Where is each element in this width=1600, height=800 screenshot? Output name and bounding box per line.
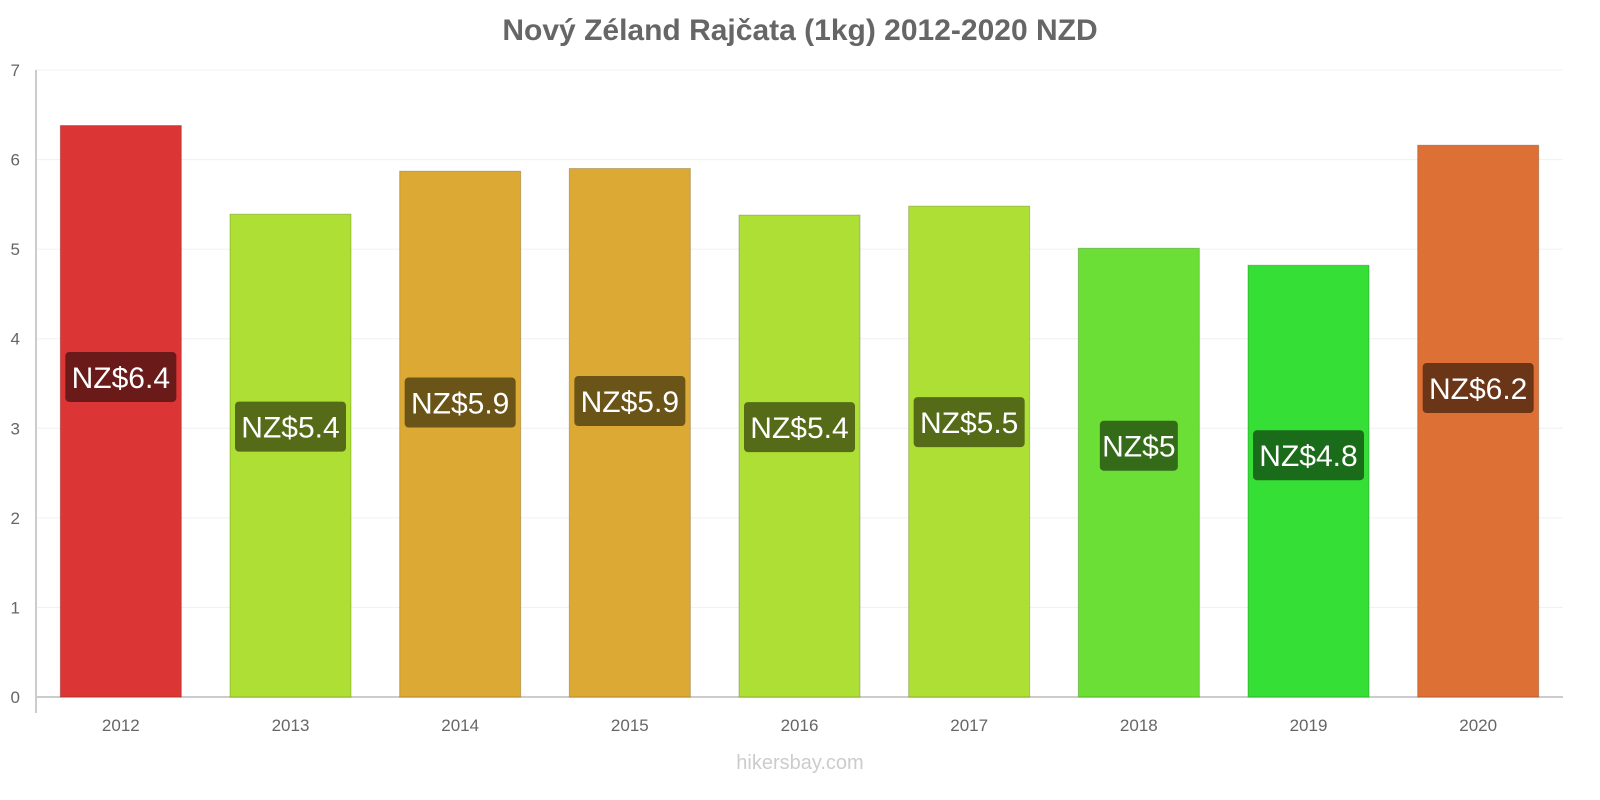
- bar-2016: [738, 214, 861, 698]
- data-label: NZ$5.5: [920, 407, 1018, 440]
- data-label-box: [1253, 430, 1364, 481]
- bar-2019: [1247, 264, 1370, 698]
- watermark: hikersbay.com: [736, 752, 864, 774]
- bar-2017: [908, 205, 1031, 698]
- data-label: NZ$5.4: [241, 412, 339, 445]
- data-label-box: [574, 376, 686, 427]
- data-label-box: [1099, 420, 1178, 471]
- data-label-box: [65, 351, 177, 402]
- data-label: NZ$5.9: [581, 386, 679, 419]
- y-tick-label: 3: [11, 419, 20, 438]
- bar-2013: [229, 213, 352, 698]
- data-label: NZ$5.4: [750, 412, 848, 445]
- bar-2012: [59, 125, 182, 698]
- data-label: NZ$4.8: [1259, 440, 1357, 473]
- data-label: NZ$6.2: [1429, 373, 1527, 406]
- data-label: NZ$5.9: [411, 388, 509, 421]
- x-tick-label: 2013: [272, 716, 310, 735]
- y-tick-label: 7: [11, 61, 20, 80]
- x-tick-label: 2017: [950, 716, 988, 735]
- y-tick-label: 5: [11, 240, 20, 259]
- chart-title: Nový Zéland Rajčata (1kg) 2012-2020 NZD: [502, 14, 1098, 47]
- x-tick-label: 2015: [611, 716, 649, 735]
- data-label-box: [235, 401, 346, 452]
- data-label-box: [744, 402, 855, 453]
- x-tick-label: 2020: [1459, 716, 1497, 735]
- data-label-box: [404, 377, 516, 428]
- x-tick-label: 2014: [441, 716, 479, 735]
- bar-2020: [1417, 144, 1540, 698]
- y-tick-label: 0: [11, 688, 20, 707]
- x-tick-label: 2019: [1290, 716, 1328, 735]
- y-tick-label: 4: [11, 330, 20, 349]
- x-tick-label: 2016: [781, 716, 819, 735]
- data-label: NZ$5: [1102, 431, 1175, 464]
- bar-2015: [568, 168, 691, 698]
- data-label: NZ$6.4: [72, 362, 170, 395]
- y-tick-label: 2: [11, 509, 20, 528]
- y-tick-label: 1: [11, 598, 20, 617]
- y-tick-label: 6: [11, 151, 20, 170]
- bar-2014: [399, 170, 522, 698]
- x-tick-label: 2012: [102, 716, 140, 735]
- data-label-box: [1422, 363, 1534, 414]
- x-tick-label: 2018: [1120, 716, 1158, 735]
- data-label-box: [913, 397, 1025, 448]
- bar-2018: [1077, 247, 1200, 698]
